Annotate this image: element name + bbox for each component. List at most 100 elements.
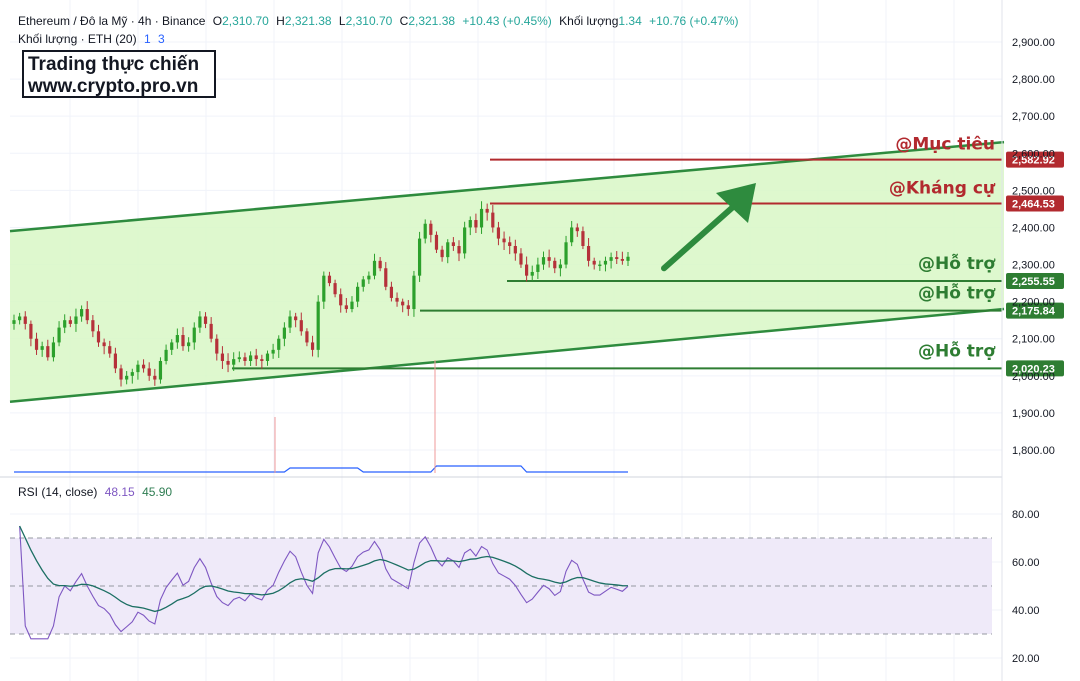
candle-body xyxy=(46,346,50,358)
candle-body xyxy=(63,320,67,328)
volume-legend-value: 1.34 xyxy=(618,14,642,28)
candle-body xyxy=(570,227,574,243)
candle-body xyxy=(102,342,106,347)
level-price-label: 2,020.23 xyxy=(1012,363,1055,375)
high-value: 2,321.38 xyxy=(284,14,332,28)
candle-body xyxy=(226,360,230,365)
candle-body xyxy=(51,342,56,358)
price-tick-label: 1,900.00 xyxy=(1012,408,1055,420)
candle-body xyxy=(288,316,292,328)
close-value: 2,321.38 xyxy=(408,14,456,28)
rsi-tick-label: 20.00 xyxy=(1012,653,1040,665)
candle-body xyxy=(310,342,315,350)
level-annotation: @Mục tiêu xyxy=(895,135,995,155)
watermark-url: www.crypto.pro.vn xyxy=(28,76,199,97)
rsi-ma-line xyxy=(19,525,629,613)
candle-body xyxy=(615,257,619,259)
candle-body xyxy=(299,320,303,332)
arrow-shaft[interactable] xyxy=(661,195,745,272)
candle-body xyxy=(401,301,405,306)
candle-body xyxy=(192,327,196,343)
candle-body xyxy=(322,275,326,302)
low-value: 2,310.70 xyxy=(345,14,393,28)
candle-body xyxy=(417,238,422,276)
candle-body xyxy=(40,346,44,350)
candle-body xyxy=(423,223,427,239)
candle-body xyxy=(220,353,225,361)
trend-arrow[interactable] xyxy=(661,182,756,272)
candle-body xyxy=(316,301,320,350)
candle-body xyxy=(282,327,286,339)
candle-body xyxy=(215,338,219,354)
candle-body xyxy=(294,316,298,321)
candle-body xyxy=(541,257,546,265)
symbol-title[interactable]: Ethereum / Đô la Mỹ · 4h · Binance xyxy=(18,14,206,28)
volume-indicator-legend[interactable]: Khối lượng · ETH (20) 1 3 xyxy=(18,32,169,46)
channel-lower-line[interactable] xyxy=(9,307,1005,404)
candle-body xyxy=(547,257,551,261)
level-price-tag xyxy=(1006,360,1064,377)
candle-body xyxy=(519,253,523,265)
candle-body xyxy=(113,353,117,369)
arrow-head[interactable] xyxy=(716,182,756,223)
level-price-tag xyxy=(1006,273,1064,290)
rsi-pane xyxy=(10,525,992,640)
candle-body xyxy=(513,246,517,254)
candle-body xyxy=(564,242,568,265)
candle-body xyxy=(305,331,309,343)
volume-legend-label: Khối lượng xyxy=(559,14,619,28)
rsi-value: 48.15 xyxy=(104,485,135,499)
rsi-legend[interactable]: RSI (14, close) 48.15 45.90 xyxy=(18,485,176,499)
symbol-legend: Ethereum / Đô la Mỹ · 4h · Binance O2,31… xyxy=(18,14,743,28)
candle-body xyxy=(57,327,61,343)
level-price-label: 2,464.53 xyxy=(1012,199,1055,211)
price-change: +10.43 (+0.45%) xyxy=(462,14,552,28)
candle-body xyxy=(372,260,377,276)
candle-body xyxy=(175,335,179,343)
open-label: O xyxy=(212,14,223,28)
candle-body xyxy=(108,346,112,354)
candle-body xyxy=(181,335,185,347)
candle-body xyxy=(536,264,540,272)
candle-body xyxy=(367,275,371,280)
price-tick-label: 2,000.00 xyxy=(1012,371,1055,383)
close-label: C xyxy=(399,14,409,28)
candle-body xyxy=(147,368,151,376)
candle-body xyxy=(378,260,382,269)
price-tick-label: 2,200.00 xyxy=(1012,297,1055,309)
candle-body xyxy=(412,275,416,310)
candle-body xyxy=(463,227,467,254)
channel-fill xyxy=(10,142,1004,402)
price-axis[interactable]: 2,900.00 2,800.00 2,700.00 2,600.00 2,500.00… xyxy=(1012,37,1055,665)
open-value: 2,310.70 xyxy=(222,14,269,28)
rsi-label: RSI (14, close) xyxy=(18,485,98,499)
price-tick-label: 2,400.00 xyxy=(1012,222,1055,234)
price-tick-label: 1,800.00 xyxy=(1012,445,1055,457)
candle-body xyxy=(479,208,484,228)
level-annotation: @Hỗ trợ xyxy=(918,252,996,274)
candle-body xyxy=(451,242,455,246)
channel-upper-line[interactable] xyxy=(9,140,1005,233)
candle-body xyxy=(491,212,495,228)
candle-body xyxy=(79,309,84,317)
candle-body xyxy=(260,359,264,361)
candle-body xyxy=(389,286,394,298)
candle-body xyxy=(136,364,140,373)
candle-body xyxy=(277,338,281,350)
candle-body xyxy=(485,208,489,213)
ascending-channel[interactable] xyxy=(9,140,1005,404)
candle-body xyxy=(12,320,16,324)
level-annotation: @Hỗ trợ xyxy=(918,282,996,304)
candle-body xyxy=(68,320,72,324)
price-tick-label: 2,700.00 xyxy=(1012,111,1055,123)
price-tick-label: 2,800.00 xyxy=(1012,74,1055,86)
level-price-label: 2,255.55 xyxy=(1012,276,1055,288)
candle-body xyxy=(508,242,512,246)
rsi-tick-label: 80.00 xyxy=(1012,509,1040,521)
watermark-box: Trading thực chiến www.crypto.pro.vn xyxy=(22,50,216,98)
candle-body xyxy=(96,331,101,343)
candle-body xyxy=(395,297,399,302)
candle-body xyxy=(406,305,410,310)
candle-body xyxy=(34,338,39,350)
